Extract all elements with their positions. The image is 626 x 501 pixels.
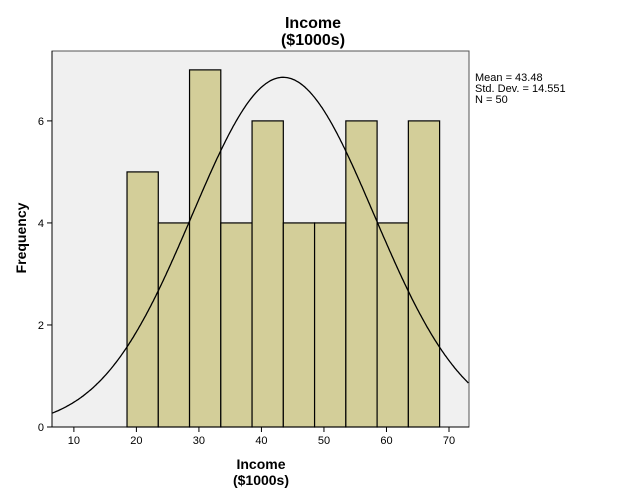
y-tick-label: 2 <box>38 320 44 332</box>
x-tick-label: 50 <box>318 435 330 447</box>
histogram-bar <box>313 222 347 428</box>
chart-title-line1: Income <box>285 15 341 32</box>
x-tick-label: 70 <box>443 435 455 447</box>
x-tick-label: 20 <box>130 435 142 447</box>
histogram-bar <box>220 222 253 428</box>
histogram-bar <box>345 120 378 428</box>
y-axis-label: Frequency <box>13 202 29 273</box>
y-tick-label: 4 <box>38 218 44 230</box>
y-tick-label: 6 <box>38 116 44 128</box>
histogram-bar <box>251 120 284 428</box>
chart-title-line2: ($1000s) <box>281 32 345 49</box>
x-axis-label-line2: ($1000s) <box>233 472 289 488</box>
histogram-bar <box>282 222 316 428</box>
stat-mean: Mean = 43.48 <box>475 72 543 84</box>
x-axis-label-line1: Income <box>236 456 285 472</box>
histogram-bar <box>407 120 441 428</box>
stat-n: N = 50 <box>475 94 508 106</box>
histogram-bar <box>376 222 409 428</box>
x-tick-label: 60 <box>380 435 392 447</box>
histogram-bar <box>188 69 222 428</box>
y-tick-label: 0 <box>38 422 44 434</box>
normal-curve <box>51 76 469 414</box>
x-tick-label: 30 <box>193 435 205 447</box>
x-tick-label: 10 <box>68 435 80 447</box>
histogram-bar <box>157 222 191 428</box>
stat-std-dev: Std. Dev. = 14.551 <box>475 83 566 95</box>
histogram-bar <box>126 171 159 428</box>
x-tick-label: 40 <box>255 435 267 447</box>
